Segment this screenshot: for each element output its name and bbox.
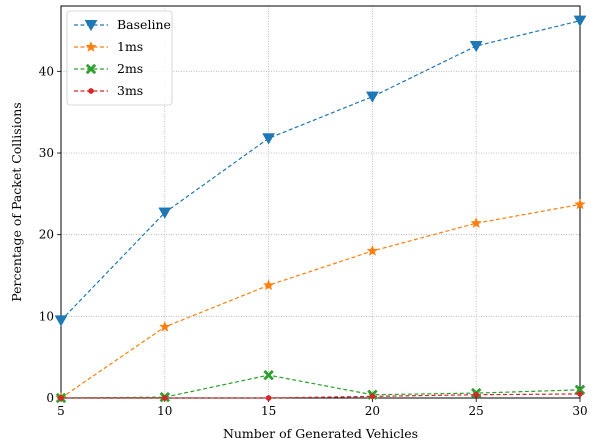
x-tick-label: 10	[157, 404, 172, 418]
legend: Baseline 1ms 2ms 3ms	[66, 10, 173, 106]
x-tick-label: 15	[261, 404, 276, 418]
axis-ticks: 5 10 15 20 25 30 0 10 20 30 40	[39, 64, 588, 418]
data-point-3ms	[161, 395, 168, 401]
legend-marker-1ms	[85, 41, 97, 52]
data-point-baseline	[573, 15, 587, 27]
legend-marker-2ms	[85, 63, 97, 75]
data-point-3ms	[473, 391, 480, 398]
series-line-1ms	[60, 203, 581, 399]
legend-label-1ms: 1ms	[117, 39, 143, 54]
legend-marker-3ms	[88, 88, 94, 94]
y-tick-label: 10	[39, 309, 54, 323]
legend-box	[66, 10, 173, 106]
series-1ms	[55, 198, 586, 403]
y-tick-label: 40	[39, 64, 54, 78]
data-point-baseline	[469, 40, 483, 53]
series-line-baseline	[60, 20, 581, 321]
data-point-baseline	[365, 91, 379, 103]
x-axis-label: Number of Generated Vehicles	[223, 426, 418, 441]
data-point-baseline	[158, 207, 172, 219]
legend-label-2ms: 2ms	[117, 61, 143, 76]
legend-item-2ms: 2ms	[74, 61, 143, 76]
data-point-1ms	[470, 217, 482, 229]
x-tick-label: 5	[57, 404, 65, 418]
data-point-baseline	[54, 315, 68, 327]
x-tick-label: 20	[365, 404, 380, 418]
legend-marker-baseline	[84, 19, 98, 32]
data-point-2ms	[574, 384, 586, 396]
data-point-2ms	[263, 369, 274, 381]
series-line-3ms	[61, 393, 581, 399]
series-lines	[54, 15, 587, 404]
data-point-3ms	[58, 395, 64, 401]
y-tick-label: 30	[39, 146, 54, 160]
x-tick-label: 30	[572, 404, 587, 418]
data-point-baseline	[262, 133, 276, 145]
y-tick-label: 0	[46, 391, 54, 405]
legend-label-3ms: 3ms	[117, 83, 143, 98]
legend-item-3ms: 3ms	[74, 83, 143, 98]
series-line-2ms	[60, 374, 581, 399]
series-3ms	[58, 391, 583, 401]
series-baseline	[54, 15, 587, 327]
data-point-1ms	[159, 321, 171, 332]
legend-item-baseline: Baseline	[74, 17, 171, 32]
data-point-1ms	[366, 245, 379, 256]
data-point-3ms	[369, 393, 376, 400]
x-tick-label: 25	[469, 404, 484, 418]
data-point-1ms	[574, 198, 586, 210]
legend-label-baseline: Baseline	[117, 17, 171, 32]
data-point-1ms	[262, 279, 275, 291]
data-point-3ms	[265, 395, 272, 401]
legend-item-1ms: 1ms	[74, 39, 143, 54]
y-tick-label: 20	[39, 228, 54, 242]
y-axis-label: Percentage of Packet Collisions	[9, 102, 24, 301]
data-point-3ms	[577, 391, 583, 397]
